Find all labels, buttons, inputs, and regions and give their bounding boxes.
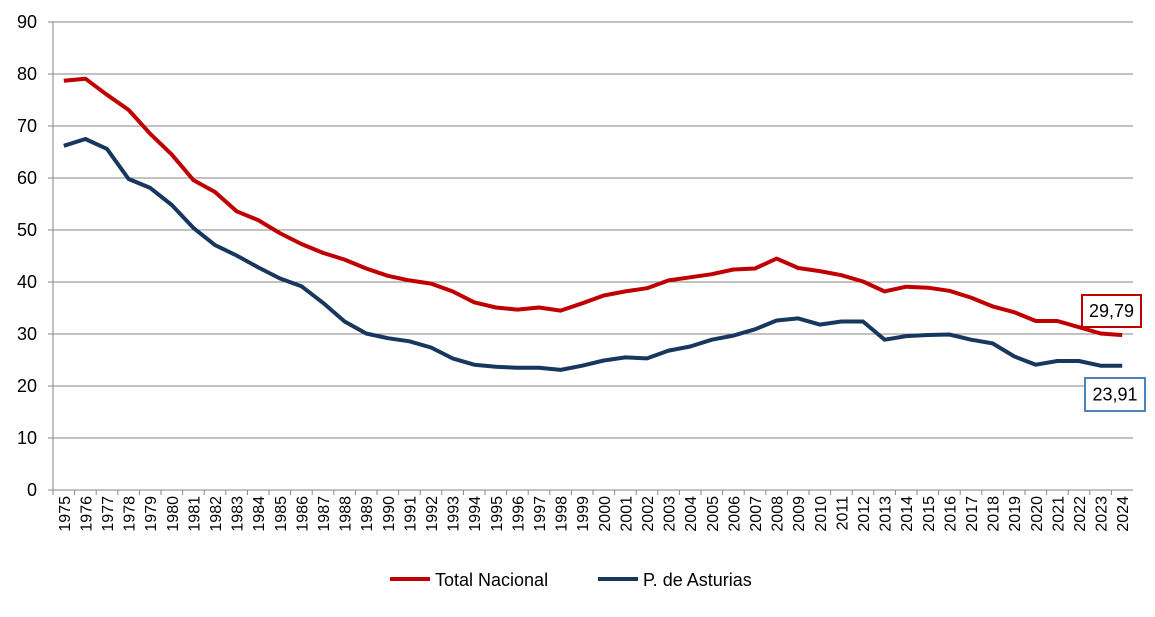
- end-label-value: 23,91: [1092, 385, 1137, 405]
- x-tick-label: 1979: [143, 496, 160, 532]
- y-tick-label: 60: [17, 168, 37, 188]
- x-tick-label: 2011: [834, 496, 851, 531]
- series-lines: [63, 76, 1123, 372]
- x-tick-label: 2022: [1072, 496, 1089, 532]
- x-tick-label: 1992: [424, 496, 441, 532]
- x-tick-label: 1985: [273, 496, 290, 532]
- end-labels: 29,79 23,91: [1081, 294, 1146, 412]
- series-line-0: [63, 76, 1123, 338]
- y-axis-ticks: 0 10 20 30 40 50 60 70 80 90: [17, 12, 37, 500]
- x-tick-label: 1981: [186, 496, 203, 532]
- legend-label: P. de Asturias: [643, 570, 752, 590]
- x-tick-label: 1980: [165, 496, 182, 532]
- series-line-1: [63, 137, 1123, 372]
- x-tick-label: 2007: [748, 496, 765, 532]
- x-tick-label: 2024: [1115, 496, 1132, 532]
- x-tick-label: 2017: [964, 496, 981, 532]
- x-tick-label: 2023: [1094, 496, 1111, 532]
- x-tick-label: 1998: [554, 496, 571, 532]
- x-tick-label: 1978: [122, 496, 139, 532]
- x-tick-label: 1995: [489, 496, 506, 532]
- y-tick-label: 80: [17, 64, 37, 84]
- gridlines: [48, 21, 1133, 491]
- y-tick-label: 10: [17, 428, 37, 448]
- x-tick-label: 1989: [359, 496, 376, 532]
- x-tick-label: 2004: [683, 496, 700, 532]
- x-tick-label: 2021: [1050, 496, 1067, 532]
- x-tick-label: 2005: [705, 496, 722, 532]
- y-tick-label: 50: [17, 220, 37, 240]
- x-tick-label: 1987: [316, 496, 333, 532]
- x-tick-label: 1977: [100, 496, 117, 532]
- x-tick-label: 2006: [726, 496, 743, 532]
- x-tick-label: 2014: [899, 496, 916, 532]
- x-tick-label: 2020: [1029, 496, 1046, 532]
- x-tick-label: 1986: [294, 496, 311, 532]
- x-tick-label: 1999: [575, 496, 592, 532]
- x-tick-label: 1994: [467, 496, 484, 532]
- x-tick-label: 2000: [597, 496, 614, 532]
- x-tick-label: 1975: [57, 496, 74, 532]
- x-tick-label: 2010: [813, 496, 830, 532]
- end-label-value: 29,79: [1089, 301, 1134, 321]
- x-tick-label: 1997: [532, 496, 549, 532]
- x-tick-label: 1993: [446, 496, 463, 532]
- x-tick-label: 1984: [251, 496, 268, 532]
- end-label-box: [1081, 294, 1142, 328]
- y-tick-label: 40: [17, 272, 37, 292]
- x-tick-label: 1990: [381, 496, 398, 532]
- x-tick-label: 2008: [770, 496, 787, 532]
- x-tick-label: 2019: [1007, 496, 1024, 532]
- legend: Total Nacional P. de Asturias: [390, 570, 752, 590]
- y-tick-label: 20: [17, 376, 37, 396]
- x-tick-label: 2016: [942, 496, 959, 532]
- legend-label: Total Nacional: [435, 570, 548, 590]
- x-tick-label: 1996: [510, 496, 527, 532]
- x-tick-label: 2009: [791, 496, 808, 532]
- x-axis-ticks: 1975 1976 1977 1978 1979 1980 1981 1982 1983 1984…: [52, 490, 1132, 532]
- x-tick-label: 2013: [878, 496, 895, 532]
- y-tick-label: 30: [17, 324, 37, 344]
- x-tick-label: 2015: [921, 496, 938, 532]
- x-tick-label: 1982: [208, 496, 225, 532]
- end-label-box: [1084, 377, 1146, 412]
- x-tick-label: 2018: [986, 496, 1003, 532]
- x-tick-label: 1976: [78, 496, 95, 532]
- y-tick-label: 70: [17, 116, 37, 136]
- x-tick-label: 2002: [640, 496, 657, 532]
- x-tick-label: 2003: [662, 496, 679, 532]
- x-tick-label: 1991: [402, 496, 419, 532]
- y-tick-label: 0: [27, 480, 37, 500]
- y-tick-label: 90: [17, 12, 37, 32]
- x-tick-label: 2001: [618, 496, 635, 532]
- x-tick-label: 1988: [338, 496, 355, 532]
- x-tick-label: 1983: [230, 496, 247, 532]
- x-tick-label: 2012: [856, 496, 873, 532]
